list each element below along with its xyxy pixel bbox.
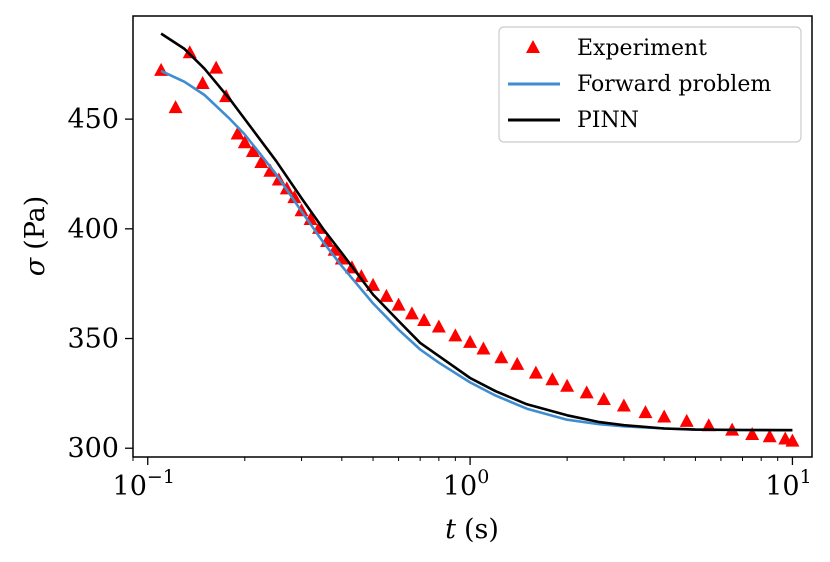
experiment-point [701,418,716,432]
experiment-point [195,76,210,90]
legend: Experiment Forward problem PINN [498,26,802,143]
experiment-point [762,429,777,443]
experiment-point [391,297,406,311]
x-tick-label: 101 [765,466,811,502]
experiment-point [579,385,594,399]
experiment-point [545,372,560,386]
experiment-point [263,163,278,177]
pinn-line [160,32,793,432]
legend-label-pinn: PINN [577,108,639,133]
experiment-point [168,100,183,114]
x-tick-label-exponent: 0 [477,466,489,488]
experiment-point [463,334,478,348]
experiment-point [448,328,463,342]
experiment-point [638,405,653,419]
experiment-point [379,288,394,302]
legend-label-forward-problem: Forward problem [577,72,771,97]
experiment-point [596,391,611,405]
x-tick-label-exponent: −1 [147,466,175,488]
legend-marker-experiment [526,40,540,53]
x-tick-label: 100 [443,466,489,502]
experiment-point [287,190,302,204]
y-axis-label-symbol: σ [20,256,51,276]
experiment-point [254,155,269,168]
y-axis-label: σ (Pa) [20,196,51,277]
experiment-point [679,413,694,427]
x-tick-label-base: 10 [113,471,147,502]
x-axis-label: t (s) [445,514,499,545]
experiment-point [303,212,318,226]
experiment-point [182,45,197,59]
experiment-point [245,144,260,158]
experiment-point [560,378,575,392]
experiment-point [476,341,491,355]
x-tick-label-base: 10 [443,471,477,502]
y-axis-label-unit: (Pa) [20,196,51,250]
y-tick-label: 450 [67,104,119,135]
experiment-point [745,427,760,441]
x-tick-label-exponent: 1 [800,466,812,488]
experiment-point [510,356,525,370]
y-tick-label: 300 [67,433,119,464]
experiment-point [209,60,224,74]
y-axis-ticks: 300 350 400 450 [67,104,133,464]
experiment-point [528,365,543,379]
legend-box [498,26,802,143]
experiment-point [366,277,381,291]
experiment-point [616,398,631,412]
experiment-point [404,306,419,320]
x-axis-ticks: 10−1 100 101 [113,457,812,502]
experiment-point [494,350,509,364]
y-tick-label: 400 [67,214,119,245]
x-tick-label-base: 10 [765,471,799,502]
experiment-point [354,269,369,283]
experiment-point [785,433,800,447]
x-axis-label-unit: (s) [464,514,499,545]
legend-label-experiment: Experiment [577,36,707,61]
plot-frame [132,15,813,458]
experiment-point [237,135,252,149]
experiment-point [431,319,446,333]
x-axis-label-symbol: t [445,514,456,545]
experiment-point [657,409,672,423]
experiment-point [230,126,245,140]
y-tick-label: 350 [67,324,119,355]
experiment-point [417,312,432,326]
plot-marks [154,32,800,447]
x-tick-label: 10−1 [113,466,175,502]
